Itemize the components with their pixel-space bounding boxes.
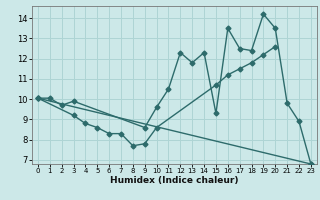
X-axis label: Humidex (Indice chaleur): Humidex (Indice chaleur) [110, 176, 239, 185]
